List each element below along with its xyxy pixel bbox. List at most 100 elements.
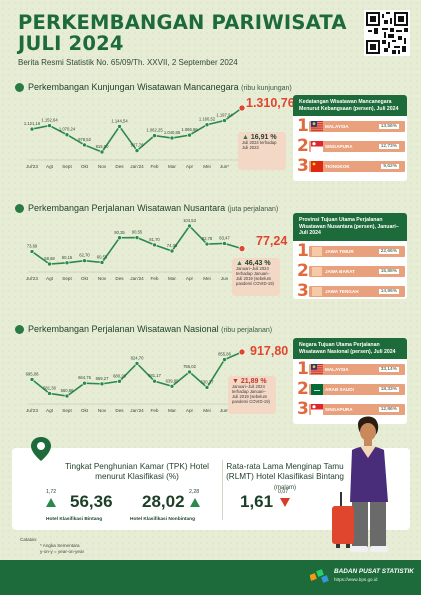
rank-card-title: Negara Tujuan Utama Perjalanan Wisatawan… — [293, 338, 407, 359]
notes-label: Catatan: — [20, 537, 38, 542]
rank-card-mancanegara: Kedatangan Wisatawan Mancanegara Menurut… — [293, 95, 407, 181]
chart-mancanegara: 1.121,16 Jul'23 1.152,64 Agt 1.070,24 Sept 978… — [24, 104, 246, 169]
rank-row: 1 JAWA TIMUR 22,66% — [297, 241, 405, 261]
section1-growth-pct: ▲ 16,91 % — [242, 134, 282, 141]
location-pin-icon — [31, 437, 51, 461]
x-tick-label: Apr — [186, 164, 194, 169]
x-tick-label: Agt — [46, 276, 54, 281]
data-point — [187, 369, 192, 375]
data-label: 1.152,64 — [41, 118, 58, 123]
section-bullet-icon — [15, 204, 24, 213]
x-tick-label: Jan'24 — [130, 408, 144, 413]
data-point — [187, 132, 192, 138]
section2-title-text: Perkembangan Perjalanan Wisatawan Nusant… — [28, 203, 226, 213]
rank-bar — [309, 121, 405, 132]
data-point — [134, 361, 140, 366]
up-arrow-icon: ▲ — [236, 260, 243, 267]
x-tick-label: Feb — [151, 164, 159, 169]
section1-title: Perkembangan Kunjungan Wisatawan Mancane… — [28, 82, 292, 92]
tpk-nonbintang-label: Hotel Klasifikasi Nonbintang — [130, 517, 196, 522]
singapura-flag-icon — [311, 404, 323, 415]
data-label: 1.197,94 — [216, 113, 233, 118]
rank-name: MALAYSIA — [325, 367, 349, 372]
data-point — [204, 122, 210, 128]
data-label: 60,15 — [62, 255, 73, 260]
section2-headline: 77,24 — [256, 234, 288, 248]
rank-number: 3 — [297, 156, 309, 176]
title-line-2: JULI 2024 — [18, 32, 124, 55]
data-point — [64, 393, 70, 399]
rank-value: 14,96% — [378, 288, 399, 294]
rank-row: 2 ARAB SAUDI 18,33% — [297, 379, 405, 399]
qr-code-icon[interactable] — [364, 10, 410, 56]
data-point — [204, 241, 210, 247]
data-point — [64, 132, 70, 138]
data-label: 978,52 — [78, 137, 91, 142]
up-triangle-icon — [46, 498, 56, 507]
data-point — [29, 249, 35, 254]
rank-card-title: Provinsi Tujuan Utama Perjalanan Wisataw… — [293, 213, 407, 241]
data-point — [204, 385, 210, 390]
data-label: 62,70 — [79, 253, 90, 258]
data-label: 83,47 — [219, 235, 230, 240]
x-tick-label: Mei — [203, 276, 210, 281]
section1-unit: (ribu kunjungan) — [241, 85, 292, 92]
section2-growth-box: ▲ 46,43 % Januari–Juli 2024 terhadap Jan… — [232, 258, 280, 296]
x-tick-label: Nov — [98, 164, 107, 169]
rlmt-title-text: Rata-rata Lama Menginap Tamu (RLMT) Hote… — [226, 462, 344, 481]
data-point — [99, 381, 105, 387]
rank-bar — [309, 364, 405, 375]
rank-number: 3 — [297, 399, 309, 419]
data-point — [82, 258, 87, 263]
data-label: 1.040,85 — [164, 130, 181, 135]
data-point — [134, 148, 140, 153]
tpk-nonbintang-delta: 2,28 — [189, 489, 200, 495]
down-triangle-icon — [280, 498, 290, 507]
notes-line-1: * Angka Sementara — [40, 543, 80, 548]
section1-title-text: Perkembangan Kunjungan Wisatawan Mancane… — [28, 82, 239, 92]
rank-number: 2 — [297, 260, 309, 281]
title-line-1: PERKEMBANGAN PARIWISATA — [18, 11, 347, 34]
data-point — [117, 235, 122, 241]
rank-row: 3 SINGAPURA 12,86% — [297, 399, 405, 419]
notes: Catatan: * Angka Sementara y-on-y = year… — [20, 537, 84, 555]
province-flag-icon — [312, 266, 322, 276]
data-point — [238, 245, 246, 252]
data-point — [117, 124, 122, 129]
data-label: 630,37 — [201, 379, 214, 384]
x-tick-label: Mar — [168, 408, 176, 413]
rank-bar — [309, 141, 405, 152]
up-triangle-icon — [190, 498, 200, 507]
data-label: 104,53 — [183, 218, 196, 223]
data-label: 915,00 — [96, 144, 109, 149]
data-point — [222, 241, 227, 246]
rank-row: 2 JAWA BARAT 15,88% — [297, 260, 405, 281]
rank-row: 1 MALAYSIA 13,56% — [297, 116, 405, 136]
data-label: 659,27 — [96, 376, 109, 381]
rank-name: SINGAPURA — [325, 144, 353, 149]
data-label: 581,36 — [43, 385, 56, 390]
rank-value: 22,66% — [378, 248, 399, 254]
rank-name: SINGAPURA — [325, 407, 353, 412]
tpk-title: Tingkat Penghunian Kamar (TPK) Hotel men… — [65, 462, 209, 481]
x-tick-label: Feb — [151, 276, 159, 281]
data-label: 680,29 — [113, 373, 126, 378]
rank-number: 3 — [297, 280, 309, 301]
rlmt-value: 1,61 — [240, 492, 274, 511]
section3-headline: 917,80 — [250, 344, 289, 358]
section1-growth-note: Juli 2024 terhadap Juli 2023 — [242, 140, 277, 150]
down-arrow-icon: ▼ — [232, 378, 239, 385]
x-tick-label: Mei — [203, 164, 210, 169]
footer-url[interactable]: https://www.bps.go.id — [334, 577, 378, 582]
x-tick-label: Agt — [46, 164, 54, 169]
tpk-bintang-delta: 1,72 — [46, 489, 57, 495]
rank-name: MALAYSIA — [325, 124, 349, 129]
rank-number: 2 — [297, 136, 309, 156]
section3-title: Perkembangan Perjalanan Wisatawan Nasion… — [28, 324, 272, 334]
x-tick-label: Okt — [81, 164, 89, 169]
rank-value: 12,86% — [378, 407, 399, 412]
hotel-stats-box: Tingkat Penghunian Kamar (TPK) Hotel men… — [12, 437, 410, 530]
data-point — [117, 378, 122, 384]
data-label: 664,75 — [78, 375, 91, 380]
